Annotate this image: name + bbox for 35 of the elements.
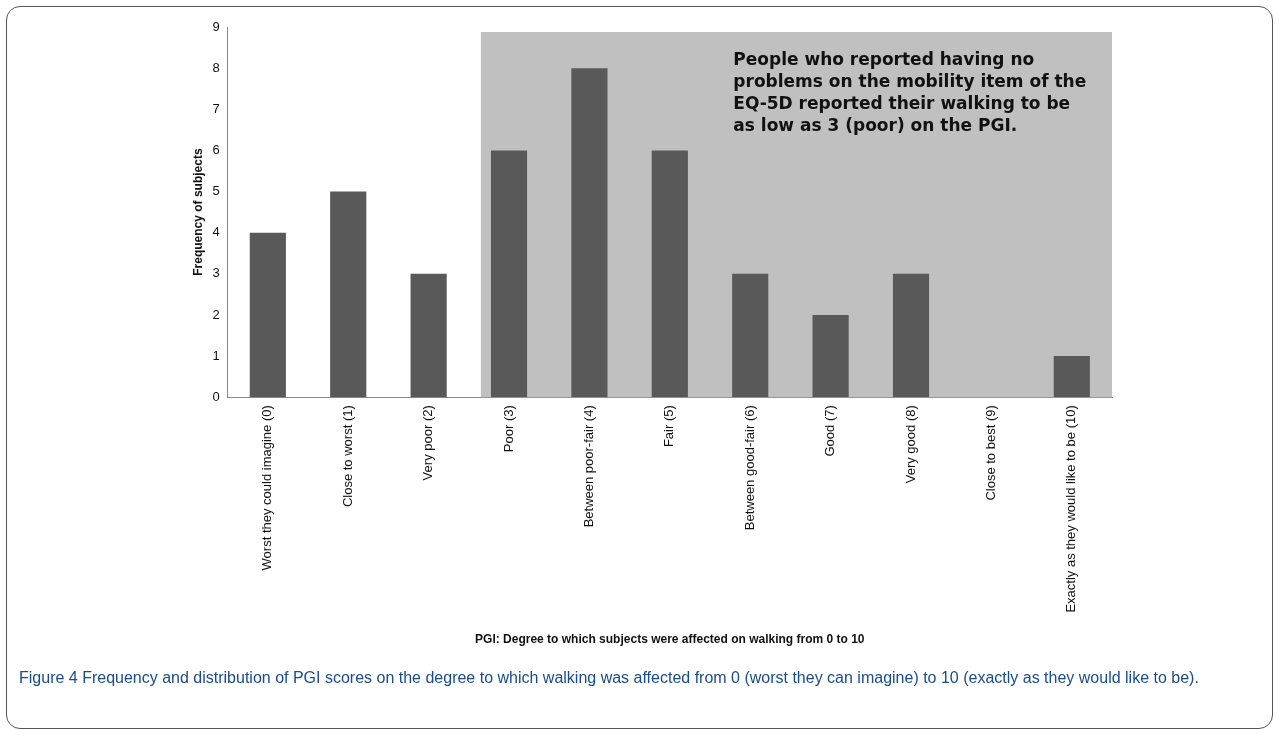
y-tick-label: 1 — [212, 347, 220, 363]
y-tick-label: 4 — [212, 224, 220, 240]
bar — [651, 150, 688, 398]
bar — [1053, 356, 1090, 398]
bar — [249, 232, 286, 398]
bar — [490, 150, 528, 398]
band-label: People who reported having no problems on the mobility item of the EQ-5D reported their walking to be as low as 3 (poor) on the PGI. — [733, 48, 1087, 135]
bar — [410, 273, 447, 398]
x-tick-label: Very poor (2) — [420, 405, 436, 481]
x-tick-label: Poor (3) — [500, 405, 516, 453]
bar — [330, 191, 367, 398]
x-tick-label: Between good-fair (6) — [741, 405, 757, 531]
x-tick-label: Fair (5) — [661, 405, 677, 448]
x-tick-label: Close to best (9) — [982, 405, 998, 501]
y-axis-title: Frequency of subjects — [190, 148, 205, 276]
x-tick-label: Worst they could imagine (0) — [259, 405, 275, 571]
caption: Figure 4 Frequency and distribution of PGI scores on the degree to which walking was affected from 0 (worst they can imagine) to 10 (exactly as they would like to be). — [19, 668, 1200, 688]
x-tick-label: Exactly as they would like to be (10) — [1063, 405, 1079, 613]
y-tick-label: 6 — [212, 141, 220, 157]
x-tick-label: Close to worst (1) — [339, 405, 355, 508]
bar — [732, 273, 769, 398]
y-tick-label: 9 — [212, 18, 220, 34]
x-tick-label: Between poor-fair (4) — [581, 405, 596, 528]
y-tick-label: 3 — [212, 265, 220, 281]
bar — [812, 314, 849, 398]
bar — [892, 273, 930, 398]
y-tick-label: 8 — [212, 59, 220, 75]
x-tick-label: Good (7) — [822, 405, 838, 457]
x-tick-label: Very good (8) — [902, 405, 918, 484]
x-axis-title: PGI: Degree to which subjects were affected on walking from 0 to 10 — [475, 632, 865, 647]
y-tick-label: 7 — [212, 100, 220, 116]
y-tick-label: 0 — [212, 388, 220, 404]
y-tick-label: 2 — [212, 306, 220, 322]
y-tick-label: 5 — [212, 183, 220, 199]
bar — [571, 68, 608, 398]
